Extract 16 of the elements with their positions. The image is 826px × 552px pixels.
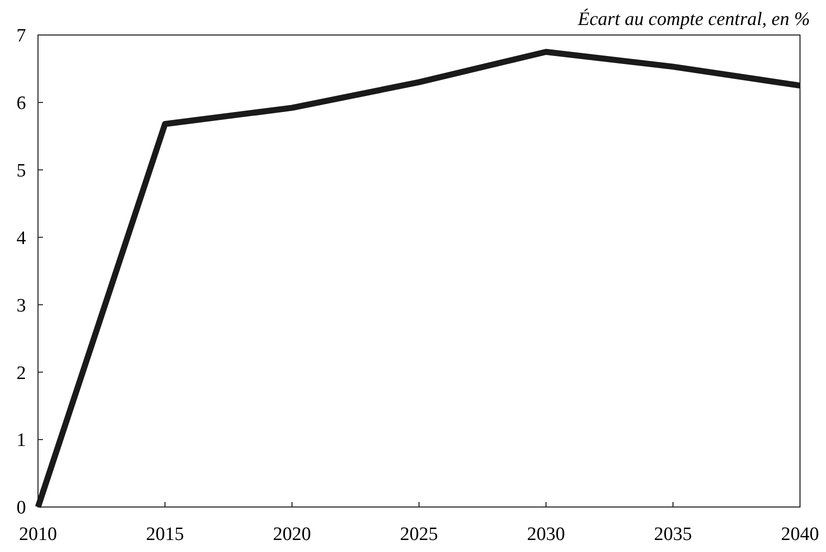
chart-subtitle: Écart au compte central, en % bbox=[576, 8, 810, 30]
y-tick-label: 4 bbox=[16, 228, 26, 249]
x-tick-label: 2010 bbox=[19, 524, 57, 545]
x-tick-label: 2015 bbox=[146, 524, 184, 545]
y-tick-label: 2 bbox=[16, 362, 26, 384]
y-tick-label: 1 bbox=[16, 430, 26, 452]
y-tick-label: 7 bbox=[16, 26, 26, 47]
y-tick-label: 5 bbox=[16, 160, 26, 182]
x-tick-label: 2040 bbox=[781, 524, 819, 545]
y-tick-label: 6 bbox=[16, 93, 26, 114]
x-tick-label: 2020 bbox=[273, 524, 311, 545]
x-tick-label: 2025 bbox=[400, 524, 438, 545]
x-tick-label: 2035 bbox=[654, 524, 692, 545]
y-tick-label: 3 bbox=[16, 295, 26, 316]
y-tick-label: 0 bbox=[16, 498, 26, 519]
x-tick-label: 2030 bbox=[527, 524, 565, 545]
